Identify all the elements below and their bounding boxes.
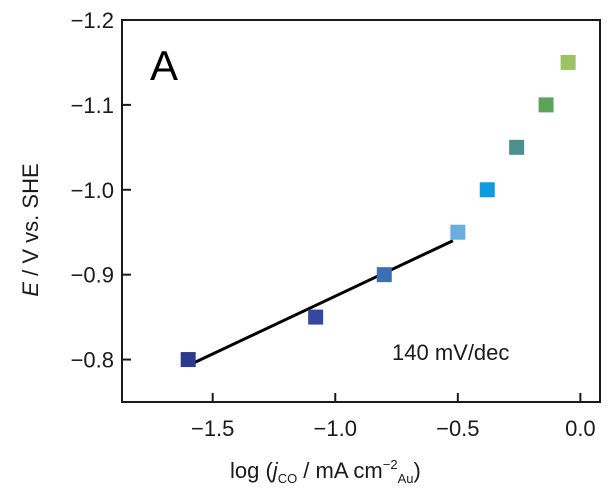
data-point <box>560 54 576 70</box>
y-axis-label: E / V vs. SHE <box>18 163 43 296</box>
y-axis-label-e: E <box>18 282 43 297</box>
y-tick-label: −0.9 <box>71 263 114 288</box>
data-point <box>180 352 196 368</box>
y-tick-label: −0.8 <box>71 348 114 373</box>
data-point <box>509 139 525 155</box>
plot-frame <box>121 19 601 403</box>
x-tick-label: −1.0 <box>314 416 357 441</box>
x-axis-label-middle: / mA cm <box>297 458 383 483</box>
slope-annotation: 140 mV/dec <box>392 340 509 365</box>
data-point <box>479 182 495 198</box>
x-tick-label: −1.5 <box>191 416 234 441</box>
x-tick-label: 0.0 <box>565 416 596 441</box>
y-tick-label: −1.2 <box>71 8 114 33</box>
panel-label: A <box>150 42 178 89</box>
data-point <box>538 97 554 113</box>
fit-line <box>187 239 454 367</box>
y-tick-label: −1.1 <box>71 93 114 118</box>
data-point <box>450 224 466 240</box>
y-axis-label-rest: / V vs. SHE <box>18 163 43 282</box>
data-point <box>376 267 392 283</box>
x-axis-label-co: CO <box>278 471 298 486</box>
x-axis-label-j: j <box>270 458 279 483</box>
data-points <box>180 54 576 368</box>
x-axis-label-prefix: log ( <box>230 458 273 483</box>
x-axis-label-au: Au <box>398 471 414 486</box>
data-point <box>308 309 324 325</box>
x-axis-ticks: −1.5 −1.0 −0.5 0.0 <box>191 393 596 441</box>
x-tick-label: −0.5 <box>436 416 479 441</box>
x-axis-label: log (jCO / mA cm−2Au) <box>230 457 421 486</box>
y-axis-ticks: −0.8 −0.9 −1.0 −1.1 −1.2 <box>71 8 131 373</box>
x-axis-label-exp: −2 <box>383 457 398 472</box>
x-axis-label-suffix: ) <box>413 458 420 483</box>
y-tick-label: −1.0 <box>71 178 114 203</box>
